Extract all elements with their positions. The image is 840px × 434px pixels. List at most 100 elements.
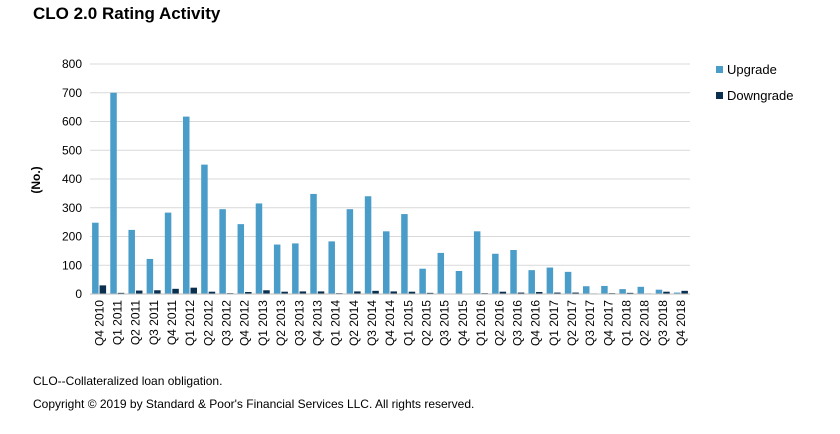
x-tick-label: Q3 2013 [292, 300, 306, 346]
x-tick-label: Q1 2014 [329, 300, 343, 346]
chart-title: CLO 2.0 Rating Activity [33, 4, 221, 23]
x-tick-label: Q4 2012 [238, 300, 252, 346]
x-tick-label: Q1 2017 [547, 300, 561, 346]
x-tick-label: Q3 2012 [220, 300, 234, 346]
y-tick-label: 700 [62, 86, 82, 100]
upgrade-bar [346, 209, 354, 294]
x-tick-label: Q4 2013 [310, 300, 324, 346]
x-tick-label: Q3 2014 [365, 300, 379, 346]
x-tick-label: Q3 2011 [147, 300, 161, 345]
x-tick-label: Q4 2014 [383, 300, 397, 346]
legend-downgrade-swatch [716, 92, 723, 99]
downgrade-bar [154, 290, 161, 294]
downgrade-bar [317, 291, 325, 294]
x-tick-label: Q1 2013 [256, 300, 270, 346]
downgrade-bar [499, 291, 507, 294]
downgrade-bar [372, 290, 379, 294]
x-tick-label: Q3 2018 [656, 300, 670, 346]
x-tick-label: Q3 2015 [438, 300, 452, 346]
downgrade-bar [354, 291, 361, 294]
upgrade-bar [364, 196, 372, 294]
downgrade-bar [535, 291, 543, 294]
gridlines [90, 63, 690, 266]
upgrade-bar [273, 244, 281, 294]
upgrade-bar [510, 250, 517, 294]
upgrade-bar [128, 229, 135, 294]
upgrade-bar [583, 286, 590, 294]
legend-upgrade-swatch [716, 66, 723, 73]
y-axis-label: (No.) [29, 166, 43, 193]
downgrade-bar [208, 291, 216, 294]
x-tick-label: Q2 2012 [201, 300, 215, 346]
upgrade-bar [292, 243, 299, 294]
upgrade-bar [201, 164, 208, 294]
x-tick-label: Q4 2016 [529, 300, 543, 346]
x-tick-label: Q1 2018 [620, 300, 634, 346]
upgrade-bar [655, 289, 663, 294]
x-tick-label: Q2 2016 [492, 300, 506, 346]
upgrade-bar [183, 116, 190, 294]
upgrade-bar [383, 231, 390, 294]
downgrade-bar [245, 291, 252, 294]
legend-upgrade-label: Upgrade [727, 62, 777, 77]
upgrade-bar [473, 231, 481, 294]
downgrade-bar [681, 290, 688, 294]
downgrade-bar [408, 291, 416, 294]
bar-chart: 0 100 200 300 400 500 600 700 800 Q4 2010 Q1 2011… [29, 57, 794, 346]
downgrade-bar [626, 292, 634, 294]
x-tick-label: Q1 2015 [401, 300, 415, 346]
upgrade-bar [619, 289, 626, 294]
x-tick-label: Q2 2018 [638, 300, 652, 346]
downgrade-bar [426, 292, 434, 294]
upgrade-bar [528, 270, 535, 294]
y-tick-label: 800 [62, 57, 82, 71]
downgrade-bar [299, 291, 307, 294]
upgrade-bar [637, 286, 645, 294]
y-tick-label: 300 [62, 201, 82, 215]
copyright: Copyright © 2019 by Standard & Poor's Fi… [33, 397, 475, 411]
downgrade-bar [263, 290, 270, 294]
downgrade-bar [117, 292, 125, 294]
x-tick-label: Q2 2015 [420, 300, 434, 346]
y-axis-ticks: 0 100 200 300 400 500 600 700 800 [62, 57, 82, 301]
downgrade-bar [190, 287, 197, 294]
y-tick-label: 200 [62, 230, 82, 244]
legend-downgrade-label: Downgrade [727, 88, 794, 103]
downgrade-bar [517, 292, 525, 294]
x-tick-label: Q2 2013 [274, 300, 288, 346]
upgrade-bar [455, 271, 463, 294]
upgrade-bar [92, 222, 99, 294]
upgrade-bar [401, 214, 408, 294]
x-tick-label: Q3 2016 [510, 300, 524, 346]
bars [92, 92, 688, 294]
upgrade-bar [546, 267, 554, 294]
legend: Upgrade Downgrade [716, 62, 794, 103]
x-tick-label: Q4 2010 [92, 300, 106, 346]
upgrade-bar [492, 253, 499, 294]
upgrade-bar [237, 224, 245, 294]
upgrade-bar [601, 285, 608, 294]
upgrade-bar [219, 209, 226, 294]
upgrade-bar [419, 268, 426, 294]
upgrade-bar [328, 241, 335, 294]
y-tick-label: 600 [62, 115, 82, 129]
downgrade-bar [281, 291, 288, 294]
x-tick-label: Q2 2014 [347, 300, 361, 346]
upgrade-bar [146, 258, 154, 294]
downgrade-bar [99, 285, 107, 294]
downgrade-bar [390, 291, 397, 294]
x-tick-label: Q4 2011 [165, 300, 179, 345]
y-tick-label: 100 [62, 258, 82, 272]
y-tick-label: 0 [75, 287, 82, 301]
y-tick-label: 500 [62, 143, 82, 157]
x-tick-label: Q1 2016 [474, 300, 488, 346]
upgrade-bar [110, 92, 117, 294]
x-tick-label: Q4 2017 [601, 300, 615, 346]
upgrade-bar [437, 252, 445, 294]
downgrade-bar [663, 291, 670, 294]
x-tick-label: Q1 2011 [110, 300, 124, 345]
downgrade-bar [135, 290, 143, 294]
downgrade-bar [572, 292, 579, 294]
x-axis-ticks: Q4 2010 Q1 2011 Q2 2011 Q3 2011 Q4 2011 Q1 20… [92, 300, 688, 346]
upgrade-bar [255, 203, 263, 294]
